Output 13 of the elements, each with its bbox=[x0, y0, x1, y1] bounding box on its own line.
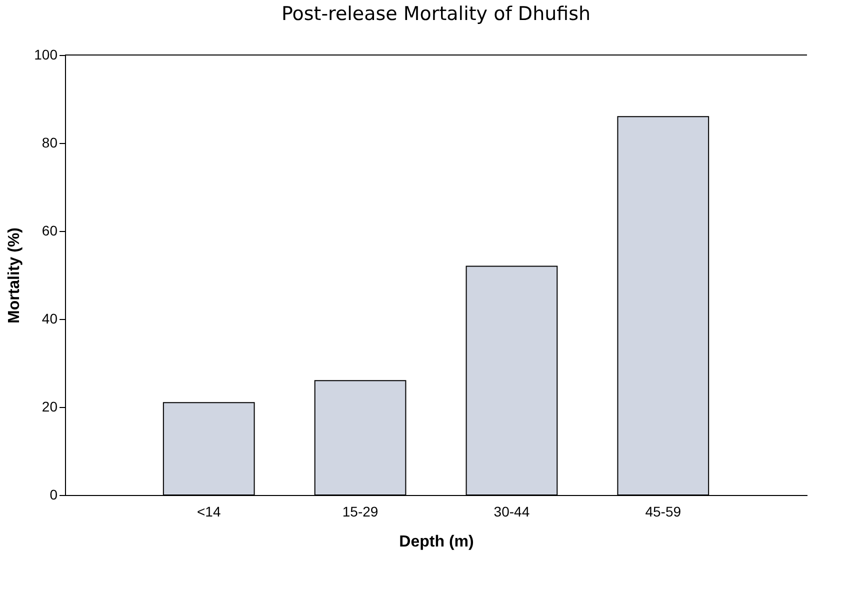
x-tick-label: 15-29 bbox=[342, 504, 378, 520]
y-tick-label: 20 bbox=[42, 398, 58, 414]
y-tick-label: 100 bbox=[34, 46, 58, 62]
chart-title: Post-release Mortality of Dhufish bbox=[281, 3, 591, 25]
y-axis-title: Mortality (%) bbox=[6, 228, 24, 324]
x-tick-label: 30-44 bbox=[494, 504, 530, 520]
y-tick-label: 80 bbox=[42, 134, 58, 150]
y-tick-label: 40 bbox=[42, 310, 58, 326]
x-axis-title: Depth (m) bbox=[399, 534, 474, 550]
x-tick-label: 45-59 bbox=[645, 504, 682, 520]
x-tick-label: <14 bbox=[196, 504, 221, 520]
y-tick-label: 0 bbox=[50, 486, 58, 502]
y-tick-label: 60 bbox=[42, 222, 58, 238]
